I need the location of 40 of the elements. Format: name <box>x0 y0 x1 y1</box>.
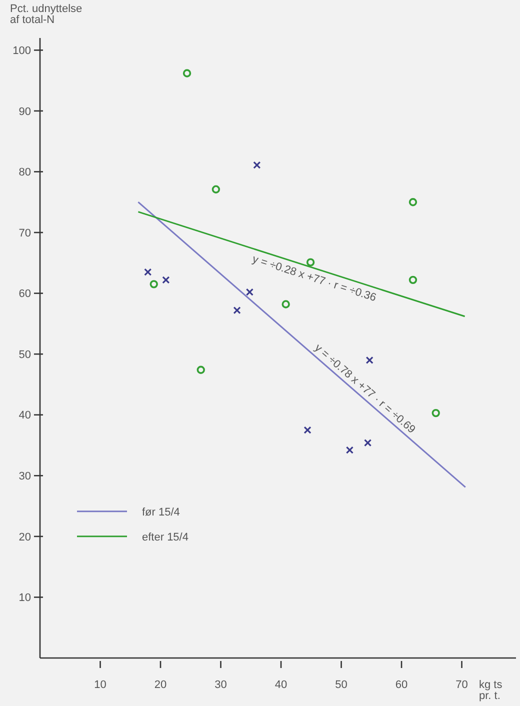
y-tick-label: 40 <box>18 410 31 422</box>
annotation: y = ÷0.28 x +77 · r = ÷0.36 <box>250 253 378 304</box>
legend-label: efter 15/4 <box>142 531 188 544</box>
point <box>253 161 261 169</box>
point <box>408 198 418 206</box>
point <box>233 306 241 314</box>
y-axis-title: Pct. udnyttelse af total-N <box>10 3 82 26</box>
y-tick-label: 50 <box>18 348 31 361</box>
point <box>150 280 158 288</box>
point <box>144 268 152 276</box>
x-tick-label: 60 <box>395 679 408 691</box>
point <box>366 356 374 364</box>
point <box>304 426 312 434</box>
y-tick-label: 20 <box>18 531 31 544</box>
y-tick-label: 90 <box>18 106 31 118</box>
point <box>364 439 372 447</box>
point <box>212 185 220 194</box>
point <box>346 446 354 454</box>
point <box>162 276 170 284</box>
x-tick-label: 10 <box>94 679 106 691</box>
y-tick-label: 80 <box>18 166 31 179</box>
y-tick-label: 100 <box>12 45 31 58</box>
x-tick-label: 40 <box>274 679 288 691</box>
point <box>182 69 192 78</box>
x-axis-title: kg ts pr. t. <box>479 679 503 702</box>
x-tick-label: 70 <box>456 679 468 691</box>
point <box>306 258 315 266</box>
y-tick-label: 70 <box>18 227 31 240</box>
point <box>432 408 440 418</box>
point <box>246 288 254 296</box>
y-tick-label: 10 <box>18 592 31 604</box>
legend-label: før 15/4 <box>142 506 180 518</box>
y-tick-label: 30 <box>18 470 31 482</box>
x-tick-label: 50 <box>335 679 348 691</box>
point <box>408 276 418 284</box>
y-tick-label: 60 <box>18 288 31 300</box>
point <box>196 366 205 374</box>
x-tick-label: 30 <box>214 679 227 691</box>
point <box>282 300 290 308</box>
x-tick-label: 20 <box>154 679 167 691</box>
